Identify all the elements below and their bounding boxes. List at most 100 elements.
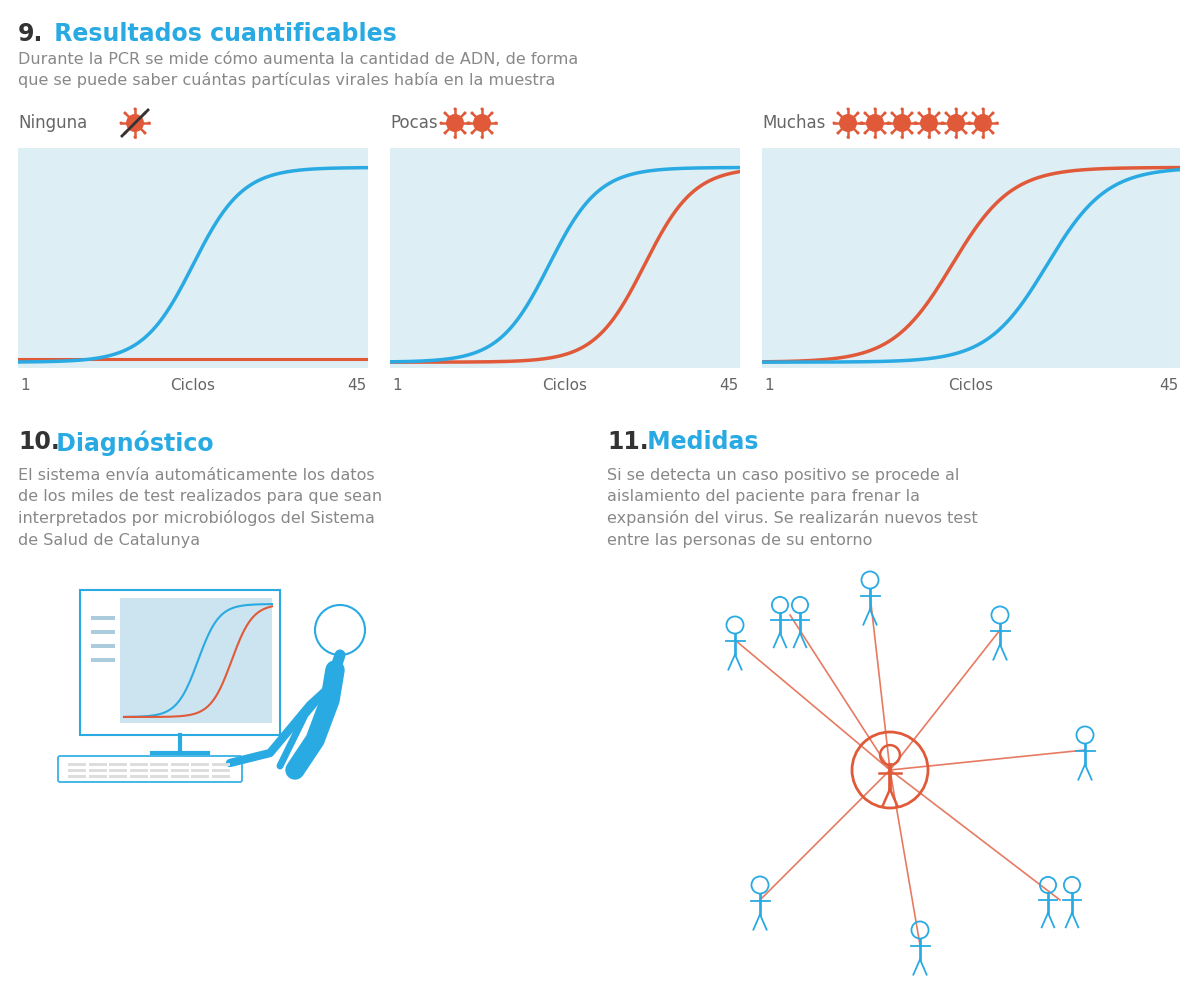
Circle shape: [444, 131, 446, 134]
Text: Diagnóstico: Diagnóstico: [48, 430, 214, 455]
Circle shape: [148, 121, 150, 124]
Circle shape: [941, 121, 943, 124]
Circle shape: [996, 121, 998, 124]
Circle shape: [888, 121, 890, 124]
FancyBboxPatch shape: [150, 763, 168, 766]
Circle shape: [900, 107, 904, 110]
Circle shape: [494, 121, 498, 124]
Text: 45: 45: [1159, 378, 1178, 393]
Circle shape: [846, 135, 850, 138]
Circle shape: [857, 131, 859, 134]
Text: Durante la PCR se mide cómo aumenta la cantidad de ADN, de forma
que se puede sa: Durante la PCR se mide cómo aumenta la c…: [18, 52, 578, 88]
Circle shape: [947, 114, 965, 132]
Text: El sistema envía automáticamente los datos
de los miles de test realizados para : El sistema envía automáticamente los dat…: [18, 468, 382, 548]
FancyBboxPatch shape: [88, 598, 272, 723]
Circle shape: [866, 114, 884, 132]
Text: Muchas: Muchas: [762, 114, 826, 132]
Circle shape: [965, 131, 967, 134]
Circle shape: [126, 114, 144, 132]
FancyBboxPatch shape: [68, 769, 86, 772]
FancyBboxPatch shape: [58, 756, 242, 782]
Circle shape: [846, 107, 850, 110]
Circle shape: [954, 107, 958, 110]
Text: 45: 45: [719, 378, 738, 393]
FancyBboxPatch shape: [68, 763, 86, 766]
FancyBboxPatch shape: [18, 148, 368, 368]
Circle shape: [463, 111, 467, 114]
FancyBboxPatch shape: [211, 763, 229, 766]
Circle shape: [982, 135, 984, 138]
Circle shape: [937, 111, 941, 114]
Circle shape: [887, 121, 889, 124]
Circle shape: [864, 111, 866, 114]
Text: Resultados cuantificables: Resultados cuantificables: [46, 22, 397, 46]
Circle shape: [833, 121, 835, 124]
Text: Si se detecta un caso positivo se procede al
aislamiento del paciente para frena: Si se detecta un caso positivo se proced…: [607, 468, 978, 548]
Circle shape: [836, 131, 840, 134]
Circle shape: [470, 111, 474, 114]
Circle shape: [480, 135, 484, 138]
Circle shape: [913, 121, 917, 124]
FancyBboxPatch shape: [191, 769, 209, 772]
Text: 11.: 11.: [607, 430, 649, 454]
Circle shape: [444, 111, 446, 114]
Circle shape: [944, 131, 948, 134]
Circle shape: [991, 131, 995, 134]
Text: 9.: 9.: [18, 22, 43, 46]
FancyBboxPatch shape: [150, 775, 168, 778]
Circle shape: [944, 111, 948, 114]
Circle shape: [124, 111, 127, 114]
Circle shape: [314, 605, 365, 655]
FancyBboxPatch shape: [390, 148, 740, 368]
Circle shape: [143, 111, 146, 114]
Text: 1: 1: [392, 378, 402, 393]
Circle shape: [473, 114, 491, 132]
Circle shape: [857, 111, 859, 114]
FancyBboxPatch shape: [130, 775, 148, 778]
Circle shape: [839, 114, 857, 132]
FancyBboxPatch shape: [109, 769, 127, 772]
FancyBboxPatch shape: [170, 763, 188, 766]
Circle shape: [954, 135, 958, 138]
Circle shape: [942, 121, 944, 124]
Circle shape: [893, 114, 911, 132]
Circle shape: [911, 111, 913, 114]
Text: Ninguna: Ninguna: [18, 114, 88, 132]
FancyBboxPatch shape: [130, 769, 148, 772]
FancyBboxPatch shape: [170, 769, 188, 772]
Circle shape: [914, 121, 918, 124]
FancyBboxPatch shape: [89, 763, 107, 766]
FancyBboxPatch shape: [91, 616, 115, 620]
FancyBboxPatch shape: [150, 769, 168, 772]
FancyBboxPatch shape: [762, 148, 1180, 368]
Text: 1: 1: [764, 378, 774, 393]
FancyBboxPatch shape: [109, 763, 127, 766]
Circle shape: [480, 107, 484, 110]
Circle shape: [491, 131, 493, 134]
Circle shape: [972, 111, 974, 114]
Circle shape: [920, 114, 938, 132]
Circle shape: [911, 131, 913, 134]
Circle shape: [883, 131, 887, 134]
Circle shape: [120, 121, 122, 124]
Circle shape: [937, 131, 941, 134]
Circle shape: [864, 131, 866, 134]
Circle shape: [859, 121, 863, 124]
Circle shape: [874, 135, 876, 138]
Circle shape: [890, 131, 894, 134]
Circle shape: [991, 111, 995, 114]
Circle shape: [974, 114, 992, 132]
FancyBboxPatch shape: [130, 763, 148, 766]
Circle shape: [928, 135, 930, 138]
FancyBboxPatch shape: [109, 775, 127, 778]
Text: 1: 1: [20, 378, 30, 393]
FancyBboxPatch shape: [89, 769, 107, 772]
FancyBboxPatch shape: [88, 598, 120, 723]
Circle shape: [133, 107, 137, 110]
Circle shape: [454, 135, 456, 138]
Circle shape: [982, 107, 984, 110]
FancyBboxPatch shape: [91, 658, 115, 662]
Circle shape: [972, 131, 974, 134]
FancyBboxPatch shape: [191, 763, 209, 766]
FancyBboxPatch shape: [170, 775, 188, 778]
